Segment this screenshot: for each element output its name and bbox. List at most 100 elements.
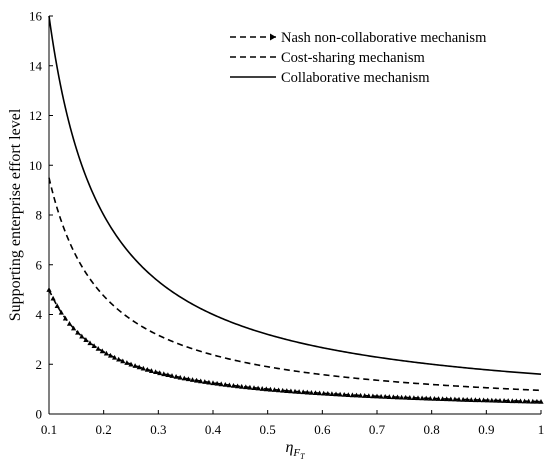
series-line-2 (48, 15, 542, 375)
x-tick-label: 1 (538, 422, 545, 437)
triangle-marker (54, 303, 60, 309)
triangle-marker (464, 397, 470, 402)
triangle-marker (386, 394, 392, 399)
triangle-marker (148, 368, 155, 373)
triangle-marker (210, 380, 216, 386)
triangle-marker (321, 390, 327, 396)
triangle-marker (419, 395, 425, 401)
triangle-marker (353, 392, 360, 398)
y-tick-label: 10 (29, 158, 42, 173)
triangle-marker (501, 398, 507, 403)
triangle-marker (517, 398, 524, 404)
triangle-marker (99, 348, 105, 354)
triangle-marker (230, 382, 237, 388)
y-tick-label: 4 (36, 307, 43, 322)
triangle-marker (136, 364, 142, 370)
triangle-marker (157, 370, 163, 376)
triangle-marker (288, 388, 294, 394)
triangle-marker (362, 393, 368, 398)
triangle-marker (214, 380, 220, 386)
triangle-marker (505, 398, 511, 403)
triangle-marker (440, 396, 446, 402)
triangle-marker (161, 371, 167, 377)
legend: Nash non-collaborative mechanism Cost-sha… (230, 30, 487, 86)
triangle-marker (206, 379, 212, 385)
x-tick-label: 0.9 (478, 422, 494, 437)
triangle-marker (177, 374, 183, 380)
triangle-marker (538, 398, 544, 404)
y-tick-label: 2 (36, 357, 43, 372)
triangle-marker (460, 396, 466, 402)
x-tick-label: 0.4 (205, 422, 222, 437)
triangle-marker (345, 392, 351, 397)
triangle-marker (185, 376, 191, 382)
x-axis-label-main: η (285, 439, 293, 456)
triangle-marker (394, 394, 401, 400)
triangle-marker (120, 358, 126, 364)
triangle-marker (271, 387, 278, 392)
y-tick-label: 8 (36, 208, 43, 223)
triangle-marker (235, 383, 241, 389)
triangle-marker (226, 382, 232, 388)
triangle-marker (452, 396, 458, 402)
triangle-marker (128, 361, 134, 367)
triangle-marker (444, 396, 450, 402)
triangle-marker (284, 388, 290, 393)
y-tick-label: 16 (29, 9, 43, 24)
triangle-marker (79, 333, 85, 339)
x-tick-label: 0.8 (424, 422, 440, 437)
triangle-marker (140, 365, 146, 371)
triangle-marker (476, 397, 483, 403)
triangle-marker (71, 325, 77, 331)
triangle-marker (263, 386, 269, 392)
legend-marker-0 (270, 33, 276, 41)
triangle-marker (526, 398, 532, 404)
triangle-marker (522, 398, 528, 404)
y-tick-label: 12 (29, 108, 42, 123)
triangle-marker (378, 393, 384, 399)
triangle-marker (349, 392, 355, 398)
triangle-marker (280, 387, 286, 393)
triangle-marker (333, 391, 339, 397)
triangle-marker (95, 345, 101, 351)
y-tick-label: 6 (36, 257, 43, 272)
y-tick-label: 14 (29, 58, 43, 73)
triangle-marker (107, 352, 114, 358)
x-tick-label: 0.3 (150, 422, 166, 437)
triangle-marker (300, 389, 306, 395)
triangle-marker (370, 393, 376, 399)
triangle-marker (513, 398, 519, 404)
triangle-marker (239, 383, 245, 389)
triangle-marker (427, 395, 433, 401)
series-line-1 (48, 177, 542, 392)
triangle-marker (247, 384, 253, 390)
triangle-marker (75, 329, 81, 335)
triangle-marker (181, 375, 187, 381)
triangle-marker (296, 389, 302, 394)
triangle-marker (485, 397, 491, 403)
triangle-marker (169, 373, 175, 378)
triangle-marker (144, 366, 150, 372)
triangle-marker (382, 394, 388, 399)
triangle-marker (472, 397, 478, 403)
triangle-marker (308, 389, 314, 395)
triangle-marker (317, 390, 323, 396)
triangle-marker (341, 391, 347, 397)
triangle-marker (112, 354, 118, 360)
triangle-marker (62, 315, 68, 321)
triangle-marker (497, 397, 503, 403)
triangle-marker (103, 350, 109, 356)
series-markers-0 (46, 287, 544, 404)
series-layer (46, 15, 544, 404)
triangle-marker (481, 397, 487, 403)
series-line-0 (48, 289, 542, 403)
y-tick-label: 0 (36, 407, 43, 422)
x-axis-label: ηFT (285, 439, 305, 461)
triangle-marker (255, 385, 261, 391)
triangle-marker (165, 372, 171, 378)
x-axis-label-subsub: T (300, 452, 305, 461)
triangle-marker (304, 389, 310, 395)
triangle-marker (189, 377, 196, 382)
triangle-marker (243, 384, 249, 390)
triangle-marker (83, 337, 89, 342)
